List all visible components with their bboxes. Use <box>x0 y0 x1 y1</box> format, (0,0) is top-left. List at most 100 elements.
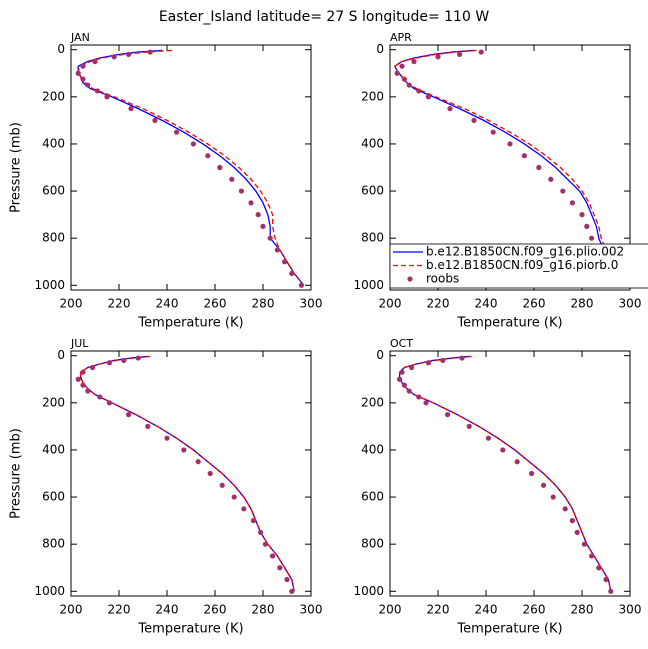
obs-point <box>229 176 235 182</box>
obs-point <box>248 200 254 206</box>
y-tick-label: 200 <box>361 89 384 103</box>
obs-point <box>514 459 520 465</box>
y-tick-label: 400 <box>361 442 384 456</box>
obs-point <box>411 58 417 65</box>
x-tick-label: 200 <box>60 603 83 617</box>
obs-point <box>126 51 132 58</box>
obs-point <box>250 518 256 524</box>
legend-label: b.e12.B1850CN.f09_g16.piorb.0 <box>426 258 618 272</box>
x-tick-label: 200 <box>60 297 83 311</box>
legend-label: roobs <box>426 272 459 286</box>
obs-point <box>111 54 117 60</box>
obs-point <box>121 357 127 364</box>
y-tick-label: 0 <box>376 348 384 362</box>
obs-point <box>399 369 405 375</box>
y-tick-label: 800 <box>361 231 384 245</box>
obs-point <box>409 364 415 371</box>
y-tick-label: 400 <box>42 442 65 456</box>
y-tick-label: 1000 <box>353 584 384 598</box>
plot-frame <box>389 350 631 597</box>
obs-point <box>231 494 237 500</box>
obs-point <box>284 576 290 583</box>
obs-point <box>270 553 276 559</box>
obs-point <box>181 447 187 453</box>
x-tick-label: 300 <box>300 603 323 617</box>
obs-point <box>255 212 261 218</box>
obs-point <box>274 247 280 253</box>
obs-point <box>126 412 132 418</box>
y-tick-label: 200 <box>42 395 65 409</box>
obs-point <box>401 76 407 82</box>
obs-point <box>406 388 412 394</box>
y-tick-label: 200 <box>42 89 65 103</box>
profile-line <box>398 355 612 592</box>
x-tick-label: 240 <box>475 297 498 311</box>
x-tick-label: 240 <box>475 603 498 617</box>
obs-point <box>190 141 196 147</box>
y-axis-label: Pressure (mb) <box>9 428 24 519</box>
obs-point <box>529 470 535 477</box>
obs-point <box>406 82 412 88</box>
y-tick-label: 600 <box>42 184 65 198</box>
obs-point <box>94 88 100 94</box>
panel-title: APR <box>390 31 412 44</box>
y-tick-label: 600 <box>361 490 384 504</box>
obs-point <box>152 117 158 123</box>
obs-point <box>277 565 283 571</box>
obs-point <box>397 376 403 382</box>
y-tick-label: 800 <box>361 537 384 551</box>
y-tick-label: 800 <box>42 537 65 551</box>
obs-point <box>85 82 91 88</box>
obs-point <box>579 212 585 218</box>
profile-line <box>79 355 295 592</box>
obs-point <box>478 49 484 55</box>
obs-point <box>459 355 465 361</box>
obs-point <box>425 360 431 366</box>
x-axis-label: Temperature (K) <box>137 622 243 637</box>
y-tick-label: 0 <box>376 42 384 56</box>
obs-point <box>75 376 81 382</box>
obs-point <box>507 141 513 147</box>
x-axis-label: Temperature (K) <box>137 316 243 331</box>
y-tick-label: 0 <box>57 42 65 56</box>
obs-point <box>581 541 588 547</box>
legend-label: b.e12.B1850CN.f09_g16.plio.002 <box>426 245 624 259</box>
obs-point <box>548 176 554 182</box>
obs-point <box>80 76 86 82</box>
x-tick-label: 280 <box>252 297 275 311</box>
obs-point <box>262 541 268 547</box>
obs-point <box>399 63 405 69</box>
obs-point <box>174 129 180 135</box>
obs-point <box>260 223 266 229</box>
obs-point <box>145 423 151 429</box>
obs-point <box>423 400 429 406</box>
profile-line <box>79 355 295 592</box>
x-tick-label: 240 <box>156 603 179 617</box>
x-tick-label: 220 <box>427 603 450 617</box>
y-tick-label: 1000 <box>34 278 65 292</box>
obs-point <box>80 369 86 375</box>
figure-title: Easter_Island latitude= 27 S longitude= … <box>159 9 489 25</box>
obs-point <box>596 565 602 571</box>
x-tick-label: 220 <box>108 603 131 617</box>
obs-point <box>574 529 580 535</box>
plot-frame <box>70 44 312 291</box>
obs-point <box>289 270 295 277</box>
x-tick-label: 280 <box>571 603 594 617</box>
x-tick-label: 240 <box>156 297 179 311</box>
y-tick-label: 1000 <box>34 584 65 598</box>
x-axis-label: Temperature (K) <box>456 622 562 637</box>
obs-point <box>416 394 422 400</box>
plot-frame <box>389 44 631 291</box>
x-tick-label: 280 <box>571 297 594 311</box>
obs-point <box>80 63 86 69</box>
obs-point <box>550 494 556 500</box>
obs-point <box>238 188 244 194</box>
x-tick-label: 200 <box>379 603 402 617</box>
x-tick-label: 300 <box>300 297 323 311</box>
obs-point <box>394 70 400 76</box>
obs-point <box>207 470 213 477</box>
obs-point <box>205 153 211 159</box>
obs-point <box>106 400 112 406</box>
